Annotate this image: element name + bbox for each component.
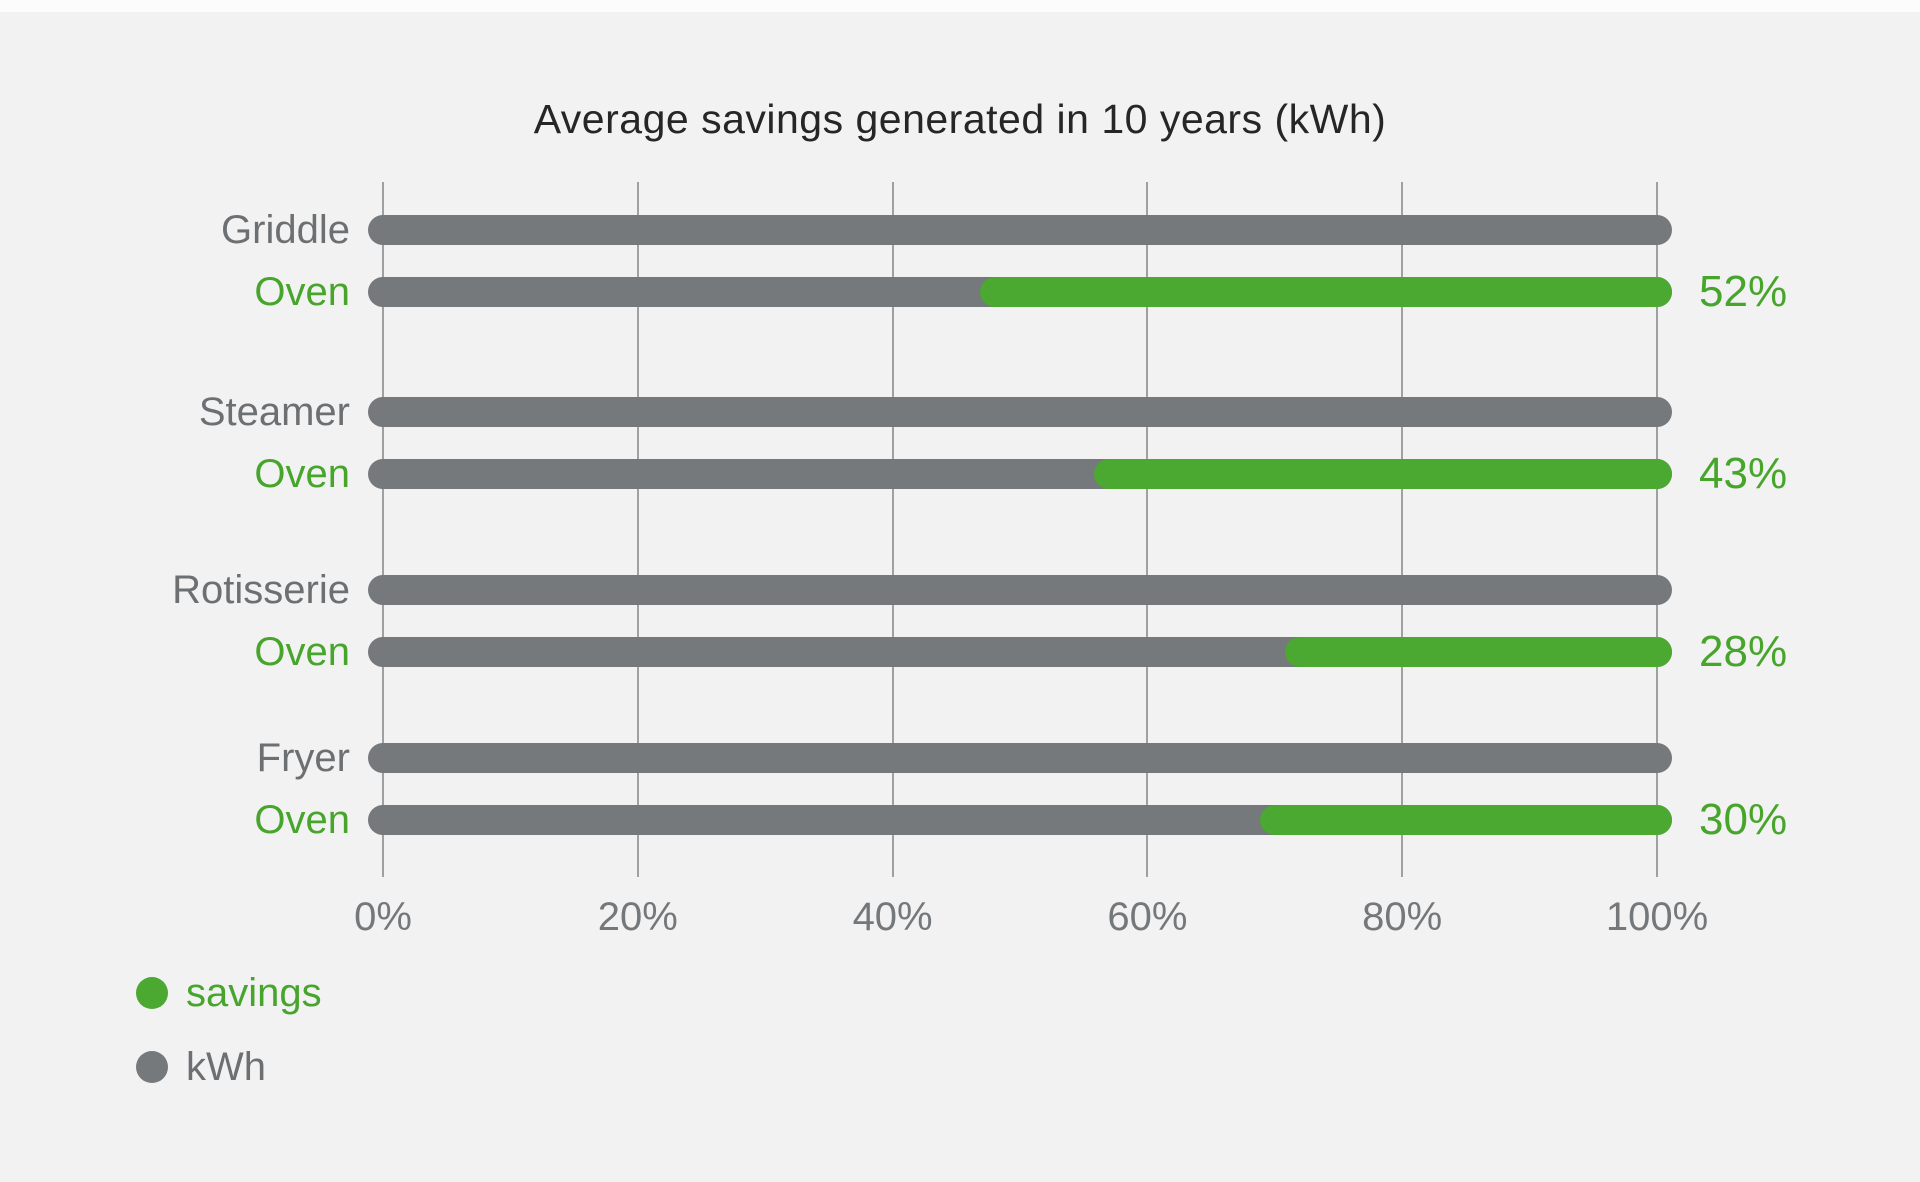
legend-item-kwh: kWh [136, 1045, 322, 1089]
savings-value-label: 30% [1699, 795, 1788, 844]
bar-row: Griddle [221, 210, 1672, 250]
bar-row: Fryer [257, 738, 1672, 778]
bar-row: Oven 30% [254, 798, 1787, 842]
row-label: Oven [254, 452, 350, 496]
legend-label: kWh [186, 1045, 266, 1089]
chart-title: Average savings generated in 10 years (k… [533, 96, 1387, 142]
kwh-bar [368, 277, 1672, 307]
gridline-100 [1656, 182, 1658, 877]
row-label: Steamer [198, 390, 350, 434]
row-label: Oven [254, 270, 350, 314]
plot-area: Griddle Oven 52% Steamer Oven 43% Rotiss… [172, 182, 1787, 939]
kwh-bar [368, 637, 1672, 667]
row-label: Oven [254, 798, 350, 842]
savings-bar [979, 277, 1672, 307]
kwh-bar [368, 215, 1672, 245]
legend: savings kWh [136, 971, 322, 1089]
kwh-dot-icon [136, 1051, 168, 1083]
savings-bar [1259, 805, 1672, 835]
legend-item-savings: savings [136, 971, 322, 1015]
x-tick-label: 40% [852, 895, 933, 939]
gridline-0 [382, 182, 384, 877]
kwh-bar [368, 397, 1672, 427]
row-label: Rotisserie [172, 568, 350, 612]
gridline-60 [1146, 182, 1149, 877]
row-label: Oven [254, 630, 350, 674]
top-strip [0, 0, 1920, 12]
x-tick-label: 0% [354, 895, 412, 939]
gridline-20 [636, 182, 639, 877]
savings-bar [1285, 637, 1672, 667]
x-tick-label: 100% [1605, 895, 1709, 939]
kwh-bar [368, 459, 1672, 489]
row-label: Griddle [221, 208, 350, 252]
x-axis: 0% 20% 40% 60% 80% 100% [354, 895, 1708, 955]
gridline-40 [891, 182, 894, 877]
savings-bar [1094, 459, 1672, 489]
kwh-bar [368, 743, 1672, 773]
savings-dot-icon [136, 977, 168, 1009]
gridline-80 [1401, 182, 1404, 877]
bar-row: Rotisserie [172, 570, 1672, 610]
savings-value-label: 28% [1699, 627, 1788, 676]
x-tick-label: 80% [1362, 895, 1443, 939]
kwh-bar [368, 805, 1672, 835]
row-label: Fryer [256, 736, 350, 780]
savings-value-label: 52% [1699, 267, 1788, 316]
x-tick-label: 60% [1107, 895, 1188, 939]
savings-value-label: 43% [1699, 449, 1788, 498]
bar-row: Oven 28% [254, 630, 1787, 674]
bar-row: Steamer [199, 392, 1672, 432]
kwh-bar [368, 575, 1672, 605]
bar-row: Oven 43% [254, 452, 1787, 496]
x-tick-label: 20% [597, 895, 678, 939]
legend-label: savings [186, 971, 322, 1015]
bar-row: Oven 52% [254, 270, 1787, 314]
